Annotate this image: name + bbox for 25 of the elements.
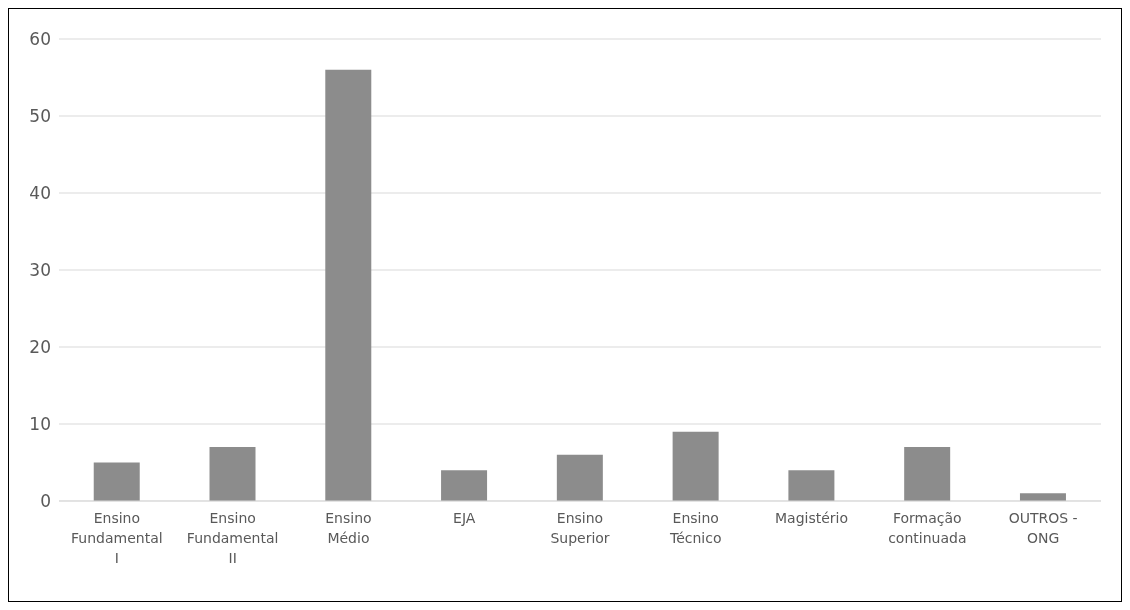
- x-tick-label: EJA: [453, 510, 476, 526]
- y-tick-label: 30: [29, 260, 51, 281]
- bar: [904, 447, 951, 501]
- y-tick-label: 20: [29, 337, 51, 358]
- x-tick-label: Ensino Superior: [550, 510, 610, 546]
- bar: [441, 470, 488, 501]
- bar: [93, 462, 140, 501]
- x-tick-label: Ensino Técnico: [669, 510, 722, 546]
- y-tick-label: 10: [29, 414, 51, 435]
- x-tick-label: Formação continuada: [888, 510, 967, 546]
- y-tick-label: 40: [29, 183, 51, 204]
- x-tick-label: Ensino Fundamental II: [186, 510, 279, 566]
- y-tick-label: 60: [29, 29, 51, 50]
- y-tick-label: 50: [29, 106, 51, 127]
- bar: [788, 470, 835, 501]
- x-tick-label: Ensino Fundamental I: [71, 510, 163, 566]
- bar: [209, 447, 256, 501]
- bar: [556, 454, 603, 501]
- x-tick-label: OUTROS - ONG: [1008, 510, 1078, 546]
- bar: [672, 431, 719, 501]
- bar: [1019, 493, 1066, 501]
- x-tick-label: Ensino Médio: [325, 510, 372, 546]
- x-tick-label: Magistério: [775, 510, 849, 526]
- y-tick-label: 0: [40, 491, 51, 512]
- bar: [325, 69, 372, 501]
